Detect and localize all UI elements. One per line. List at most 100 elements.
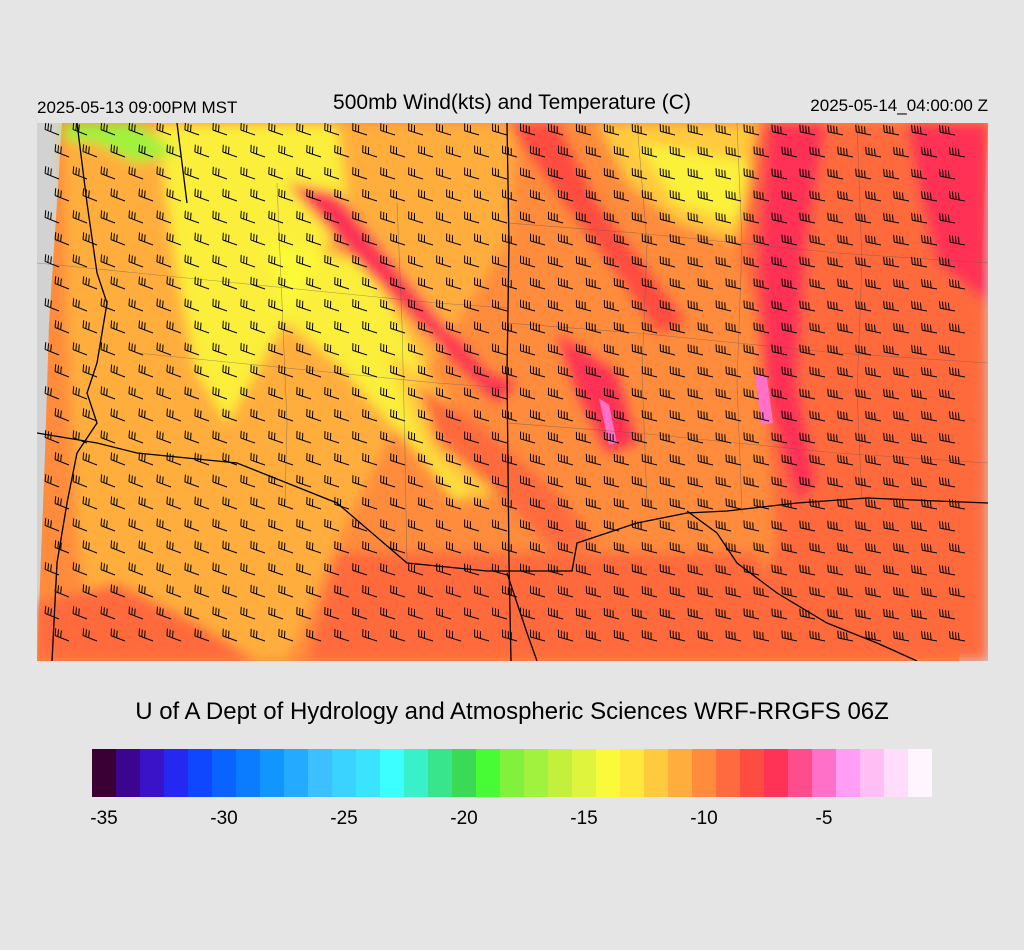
colorbar-swatch [404, 749, 428, 797]
wind-barb [138, 584, 154, 598]
wind-barb [575, 123, 592, 136]
wind-barb [911, 520, 928, 532]
wind-barb [446, 497, 462, 510]
wind-barb [697, 410, 714, 422]
wind-barb [212, 123, 228, 136]
wind-barb [240, 474, 256, 488]
wind-barb [166, 540, 182, 554]
wind-barb [585, 453, 602, 466]
wind-barb [715, 212, 732, 224]
wind-barb [54, 276, 70, 290]
wind-barb [268, 166, 284, 180]
wind-barb [939, 300, 956, 312]
wind-barb [799, 212, 816, 224]
wind-barb [781, 454, 798, 466]
plot-title: 500mb Wind(kts) and Temperature (C) [333, 91, 691, 114]
wind-barb [530, 541, 546, 554]
wind-barb [743, 608, 760, 620]
wind-barb [827, 300, 844, 312]
wind-barb [380, 343, 396, 356]
colorbar-swatch [764, 749, 788, 797]
colorbar-swatch [740, 749, 764, 797]
wind-barb [781, 190, 798, 202]
wind-barb [939, 212, 956, 224]
wind-barb [502, 365, 518, 378]
wind-barb [669, 498, 686, 510]
wind-barb [194, 496, 210, 510]
wind-barb [362, 497, 378, 510]
wind-barb [809, 366, 826, 378]
wind-barb [631, 388, 648, 400]
colorbar-swatch [668, 749, 692, 797]
wind-barb [156, 298, 172, 312]
wind-barb [82, 452, 98, 466]
wind-barb [408, 167, 424, 180]
wind-barb [352, 255, 368, 268]
wind-barb [436, 387, 452, 400]
wind-barb [837, 410, 854, 422]
colorbar-swatch [884, 749, 908, 797]
wind-barb [809, 410, 826, 422]
wind-barb [296, 166, 312, 180]
warm-ridge-1 [287, 183, 517, 403]
wind-barb [921, 454, 938, 466]
wind-barb [547, 563, 564, 576]
wind-barb [166, 496, 182, 510]
wind-barb [659, 212, 676, 224]
wind-barb [771, 608, 788, 620]
warm-east-core [757, 123, 827, 503]
wind-barb [156, 386, 172, 400]
wind-barb [390, 189, 406, 202]
wind-barb [184, 430, 200, 444]
wind-barb [296, 430, 312, 444]
wind-barb [771, 300, 788, 312]
colorbar-swatch [548, 749, 572, 797]
wind-barb [631, 256, 648, 268]
wind-barb [464, 343, 480, 356]
wind-barb [436, 475, 452, 488]
wind-barb [725, 190, 742, 202]
wind-barb [464, 255, 480, 268]
wind-barb [72, 606, 88, 620]
wind-barb [837, 278, 854, 290]
wind-barb [631, 564, 648, 576]
wind-barb [631, 608, 648, 620]
wind-barb [781, 586, 798, 598]
wind-barb [408, 475, 424, 488]
wind-barb [697, 190, 714, 202]
wind-barb [212, 298, 228, 312]
wind-barb [44, 210, 60, 224]
warm-south [307, 553, 797, 661]
wind-barb [474, 453, 490, 466]
wind-barb [781, 542, 798, 554]
wind-barb [799, 256, 816, 268]
wind-barb [827, 608, 844, 620]
wind-barb [250, 540, 266, 554]
wind-barb [194, 320, 210, 334]
wind-barb [278, 496, 294, 510]
wind-barb [324, 431, 340, 444]
wind-barb [362, 233, 378, 246]
wind-barb [44, 166, 60, 180]
wind-barb [557, 189, 574, 202]
wind-barb [911, 432, 928, 444]
wind-barb [306, 496, 322, 510]
wind-barb [82, 364, 98, 378]
wind-barb [520, 343, 536, 356]
wind-barb [408, 211, 424, 224]
wind-barb [278, 408, 294, 422]
colorbar-swatch [596, 749, 620, 797]
wind-barb [530, 585, 546, 598]
wind-barb [855, 432, 872, 444]
wind-barb [306, 584, 322, 598]
wind-barb [324, 475, 340, 488]
wind-barb [753, 498, 770, 510]
wind-barb [781, 322, 798, 334]
wind-barb [474, 365, 490, 378]
wind-barb [324, 563, 340, 576]
wind-barb [324, 343, 340, 356]
border-line [37, 432, 988, 572]
wind-barb [837, 322, 854, 334]
wind-barb [557, 497, 574, 510]
wind-barb [418, 409, 434, 422]
